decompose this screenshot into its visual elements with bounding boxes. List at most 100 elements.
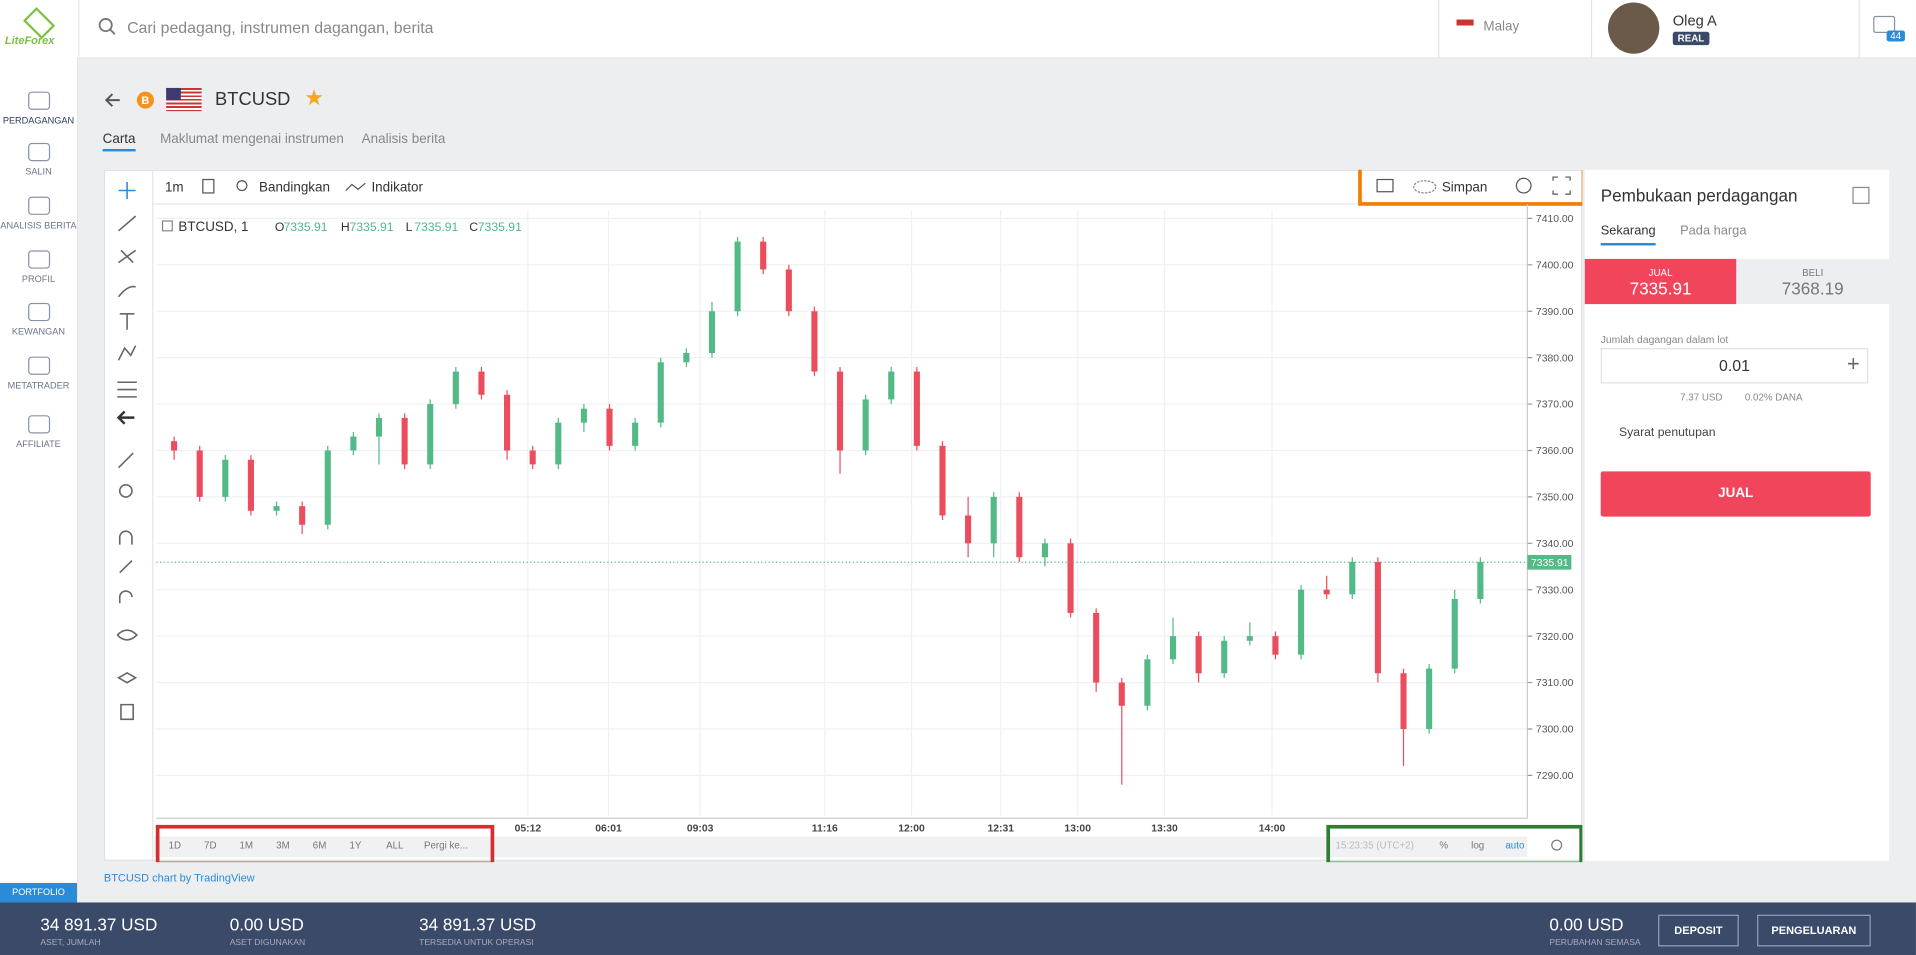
sidebar-item[interactable]: ANALISIS BERITA	[0, 196, 77, 231]
log-toggle[interactable]: log	[1471, 841, 1484, 852]
sidebar-label: KEWANGAN	[11, 326, 66, 338]
x-tick-label: 13:30	[1151, 824, 1178, 835]
language[interactable]: Malay	[1483, 19, 1520, 35]
search-input[interactable]: Cari pedagang, instrumen dagangan, berit…	[127, 18, 434, 37]
range-button[interactable]: 6M	[313, 841, 327, 852]
range-button[interactable]: 1M	[239, 841, 253, 852]
last-price-tag	[1527, 554, 1572, 570]
drawing-tools	[116, 181, 138, 721]
candle-body	[888, 371, 895, 400]
candle-body	[1195, 636, 1202, 674]
candle-body	[196, 450, 203, 497]
settings-button[interactable]	[1515, 177, 1532, 194]
ohlc-key: O	[275, 220, 285, 234]
tab[interactable]: Carta	[102, 132, 136, 152]
range-button[interactable]: Pergi ke...	[424, 841, 468, 852]
candle-body	[1016, 496, 1023, 558]
highlight-box	[155, 824, 495, 863]
message-icon[interactable]	[1873, 15, 1896, 33]
sell-quote[interactable]: JUAL 7335.91	[1584, 258, 1737, 305]
clock: 15:23:35 (UTC+2)	[1336, 841, 1414, 852]
sidebar-item[interactable]: SALIN	[0, 142, 77, 177]
y-tick-label: 7380.00	[1536, 353, 1574, 364]
sidebar-item[interactable]: METATRADER	[0, 356, 77, 391]
sidebar-icon	[27, 302, 50, 322]
candle-body	[1221, 640, 1228, 674]
range-button[interactable]: 1Y	[349, 841, 361, 852]
favorite-star[interactable]: ★	[304, 85, 324, 110]
chart: 1m Bandingkan Indikator Simpan 7290.00 73…	[116, 169, 1583, 863]
sell-button[interactable]: JUAL	[1600, 471, 1871, 517]
tradingview-credit[interactable]: BTCUSD chart by TradingView	[103, 871, 255, 885]
interval-button[interactable]: 1m	[165, 180, 184, 195]
candle-body	[555, 422, 562, 465]
x-tick-label: 12:31	[987, 824, 1014, 835]
screenshot-button[interactable]	[1376, 178, 1394, 193]
tab[interactable]: Analisis berita	[361, 131, 446, 147]
percent-toggle[interactable]: %	[1439, 841, 1448, 852]
sidebar-item[interactable]: KEWANGAN	[0, 302, 77, 338]
range-button[interactable]: 7D	[204, 841, 216, 852]
withdraw-button[interactable]: PENGELUARAN	[1757, 914, 1871, 947]
sidebar-icon	[27, 356, 50, 375]
indicator-button[interactable]: Indikator	[371, 180, 423, 195]
sidebar-label: PROFIL	[21, 273, 56, 285]
candle-body	[350, 436, 357, 451]
candle-body	[836, 371, 844, 451]
candle-body	[222, 459, 229, 497]
panel-tab[interactable]: Pada harga	[1680, 223, 1747, 239]
y-tick-label: 7340.00	[1536, 539, 1574, 550]
axis-settings[interactable]	[1551, 839, 1563, 851]
buy-price: 7368.19	[1781, 278, 1844, 298]
sell-price: 7335.91	[1629, 278, 1692, 298]
x-tick-label: 12:00	[898, 824, 925, 835]
chart-type-icon[interactable]	[202, 178, 215, 194]
candle-body	[657, 362, 664, 423]
sidebar-item[interactable]: PROFIL	[0, 250, 77, 285]
tab[interactable]: Maklumat mengenai instrumen	[160, 131, 344, 147]
closing-terms[interactable]: Syarat penutupan	[1619, 426, 1716, 440]
portfolio-tab[interactable]: PORTFOLIO	[0, 882, 77, 903]
ohlc-value: 7335.91	[414, 220, 458, 234]
x-tick-label: 11:16	[812, 824, 838, 835]
compare-button[interactable]: Bandingkan	[259, 180, 330, 195]
x-tick-label: 14:00	[1259, 824, 1286, 835]
candle-body	[632, 422, 639, 446]
range-button[interactable]: ALL	[386, 841, 404, 852]
search-icon	[98, 18, 116, 35]
range-button[interactable]: 1D	[169, 841, 181, 852]
y-tick-label: 7320.00	[1536, 632, 1574, 643]
candle-body	[760, 241, 767, 270]
back-arrow[interactable]	[103, 90, 123, 110]
compare-icon[interactable]	[236, 180, 248, 192]
stat-value: 34 891.37 USD	[419, 914, 537, 935]
buy-quote[interactable]: BELI 7368.19	[1736, 258, 1890, 305]
range-button[interactable]: 3M	[276, 841, 290, 852]
deposit-button[interactable]: DEPOSIT	[1658, 914, 1739, 947]
sidebar-icon	[27, 91, 50, 110]
candle-body	[529, 450, 536, 465]
lot-input[interactable]: 0.01 +	[1600, 348, 1869, 384]
candle-body	[862, 399, 869, 451]
y-tick-label: 7290.00	[1536, 771, 1574, 782]
account-badge: REAL	[1672, 31, 1710, 46]
x-tick-label: 06:01	[595, 824, 622, 835]
y-tick-label: 7390.00	[1536, 307, 1574, 318]
legend-toggle[interactable]	[161, 220, 173, 232]
detach-button[interactable]	[1852, 186, 1870, 204]
candle-body	[606, 408, 613, 446]
candle-body	[734, 241, 741, 312]
ohlc-key: L	[406, 220, 413, 234]
avatar[interactable]	[1608, 2, 1660, 54]
save-button[interactable]: Simpan	[1442, 180, 1488, 195]
auto-toggle[interactable]: auto	[1505, 841, 1525, 852]
panel-tab[interactable]: Sekarang	[1600, 223, 1656, 246]
top-bar: LiteForex Cari pedagang, instrumen dagan…	[0, 0, 1916, 59]
fullscreen-button[interactable]	[1552, 176, 1571, 195]
sidebar-item[interactable]: PERDAGANGAN	[0, 91, 77, 126]
cloud-icon	[1413, 180, 1437, 194]
sidebar-item[interactable]: AFFILIATE	[0, 415, 77, 449]
flag-us	[166, 87, 202, 112]
lot-label: Jumlah dagangan dalam lot	[1600, 333, 1729, 346]
